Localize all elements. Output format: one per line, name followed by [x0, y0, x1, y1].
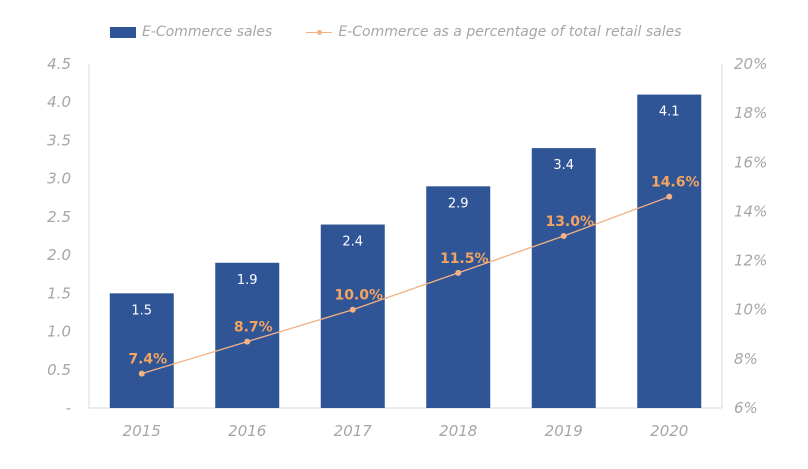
- percentage-point: [455, 269, 462, 276]
- bar-data-label: 4.1: [659, 105, 680, 120]
- y-left-tick-label: 4.5: [47, 55, 71, 73]
- percentage-data-label: 8.7%: [234, 320, 273, 336]
- y-right-tick-label: 14%: [734, 202, 767, 220]
- x-tick-label: 2016: [228, 422, 266, 440]
- percentage-data-label: 10.0%: [334, 288, 383, 304]
- y-right-tick-label: 6%: [734, 399, 758, 417]
- bar-data-label: 3.4: [553, 158, 574, 173]
- percentage-point: [349, 306, 356, 313]
- y-right-tick-label: 20%: [734, 55, 767, 73]
- percentage-point: [666, 193, 673, 200]
- percentage-data-label: 14.6%: [651, 175, 700, 191]
- legend-bar-swatch: [110, 26, 136, 38]
- x-tick-label: 2019: [545, 422, 583, 440]
- y-left-tick-label: -: [66, 399, 71, 417]
- bar-data-label: 1.9: [237, 273, 258, 288]
- y-left-tick-label: 2.0: [47, 246, 71, 264]
- x-tick-label: 2017: [334, 422, 373, 440]
- x-tick-label: 2015: [123, 422, 161, 440]
- bar: [531, 148, 596, 409]
- y-left-tick-label: 3.0: [47, 170, 71, 188]
- legend-item-sales: E-Commerce sales: [110, 24, 272, 40]
- y-right-tick-label: 18%: [734, 104, 767, 122]
- legend-line-swatch: [306, 27, 333, 38]
- legend-item-percentage: E-Commerce as a percentage of total reta…: [306, 24, 682, 40]
- y-right-tick-label: 16%: [734, 153, 767, 171]
- percentage-point: [138, 370, 145, 377]
- legend-label-percentage: E-Commerce as a percentage of total reta…: [338, 24, 682, 40]
- y-left-tick-label: 3.5: [47, 131, 71, 149]
- percentage-data-label: 7.4%: [128, 352, 167, 368]
- bar: [426, 186, 491, 408]
- chart-legend: E-Commerce sales E-Commerce as a percent…: [110, 24, 716, 40]
- y-left-tick-label: 1.5: [47, 284, 71, 302]
- y-left-tick-label: 4.0: [47, 93, 71, 111]
- bar: [109, 293, 174, 408]
- percentage-line: [141, 196, 670, 375]
- legend-label-sales: E-Commerce sales: [142, 24, 273, 40]
- x-tick-label: 2018: [439, 422, 477, 440]
- y-left-tick-label: 0.5: [47, 361, 71, 379]
- y-right-tick-label: 10%: [734, 301, 767, 319]
- y-left-tick-label: 2.5: [47, 208, 71, 226]
- y-left-tick-label: 1.0: [47, 323, 71, 341]
- bar-data-label: 2.4: [342, 235, 363, 250]
- bar-data-label: 1.5: [131, 303, 152, 318]
- y-right-tick-label: 8%: [734, 350, 758, 368]
- bar: [637, 94, 702, 409]
- x-tick-label: 2020: [650, 422, 688, 440]
- bar-data-label: 2.9: [448, 196, 469, 211]
- percentage-point: [244, 338, 251, 345]
- percentage-data-label: 11.5%: [440, 251, 489, 267]
- percentage-data-label: 13.0%: [545, 214, 594, 230]
- y-right-tick-label: 12%: [734, 252, 767, 270]
- percentage-point: [560, 233, 567, 239]
